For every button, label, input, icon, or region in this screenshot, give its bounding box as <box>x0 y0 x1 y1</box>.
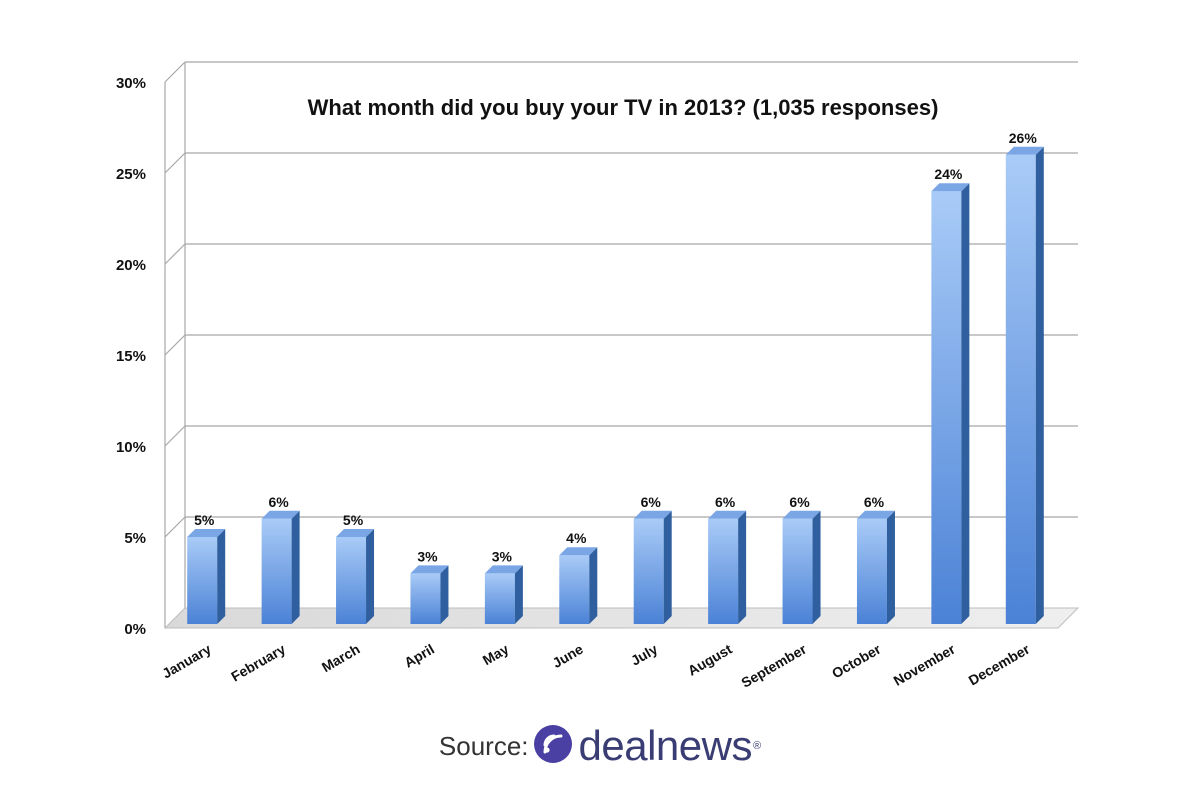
x-tick-label: March <box>319 641 363 675</box>
bar <box>484 573 515 624</box>
bar-top <box>336 529 375 537</box>
bar-top <box>261 510 300 519</box>
x-tick-label: September <box>738 640 809 690</box>
bar-top <box>1005 146 1044 155</box>
brand-name: dealnews <box>578 722 753 769</box>
bar-top <box>856 510 895 519</box>
bar-side <box>961 183 970 624</box>
y-tick-label: 0% <box>124 621 146 638</box>
data-label: 3% <box>417 548 438 564</box>
x-axis: January February March April May June July Augu… <box>159 640 1033 690</box>
y-axis: 0% 5% 10% 15% 20% 25% 30% <box>116 75 146 638</box>
gridlines <box>163 61 1080 629</box>
bar-top <box>633 510 672 519</box>
data-label: 4% <box>566 530 587 546</box>
bar-top <box>559 547 598 556</box>
bar-top <box>708 510 747 519</box>
bar <box>708 518 739 624</box>
data-label: 6% <box>641 494 662 510</box>
bar-side <box>812 510 821 624</box>
bar-top <box>187 529 226 537</box>
data-label: 6% <box>864 494 885 510</box>
gridline-side <box>164 516 186 538</box>
bar <box>633 518 664 624</box>
data-label: 5% <box>194 512 215 528</box>
source-label: Source: <box>438 730 529 761</box>
bars: 5% 6% 5% 3% 3% 4% 6% 6% 6% 6% 24% 26% <box>187 130 1044 625</box>
bar-side <box>514 565 523 624</box>
bar-side <box>217 529 226 624</box>
x-tick-label: December <box>966 640 1033 688</box>
y-tick-label: 30% <box>116 75 146 92</box>
bar-top <box>931 183 970 192</box>
x-tick-label: February <box>228 641 288 685</box>
x-tick-label: November <box>891 640 959 688</box>
chart-title: What month did you buy your TV in 2013? … <box>308 95 939 120</box>
bar <box>856 518 887 624</box>
bar <box>1005 154 1036 625</box>
bar-chart: 0% 5% 10% 15% 20% 25% 30% 5% 6% 5% 3% 3% 4% 6% 6% 6% 6%… <box>116 61 1080 691</box>
y-tick-label: 10% <box>116 439 146 456</box>
bar-top <box>410 565 449 574</box>
x-tick-label: July <box>628 641 660 669</box>
dealnews-signal-icon <box>533 724 573 769</box>
x-tick-label: August <box>685 641 735 679</box>
data-label: 24% <box>934 166 963 182</box>
bar-top <box>484 565 523 574</box>
bar-side <box>440 565 449 624</box>
gridline-side <box>164 152 186 174</box>
bar-side <box>738 510 747 624</box>
bar-top <box>782 510 821 519</box>
chart-floor <box>163 607 1080 629</box>
data-label: 6% <box>269 494 290 510</box>
registered-mark: ® <box>752 740 762 752</box>
source-credit: Source: dealnews ® <box>0 716 1200 776</box>
data-label: 5% <box>343 512 364 528</box>
bar <box>931 191 962 624</box>
bar-side <box>663 510 672 624</box>
x-tick-label: May <box>480 641 512 669</box>
y-tick-label: 25% <box>116 166 146 183</box>
data-label: 3% <box>492 548 513 564</box>
x-tick-label: January <box>159 641 214 682</box>
bar-side <box>589 547 598 624</box>
x-tick-label: June <box>549 641 585 671</box>
bar <box>261 518 292 624</box>
y-tick-label: 15% <box>116 348 146 365</box>
bar-side <box>291 510 300 624</box>
x-tick-label: October <box>829 640 884 681</box>
gridline-side <box>164 243 186 265</box>
gridline-side <box>164 334 186 356</box>
gridline-side <box>164 425 186 447</box>
data-label: 6% <box>715 494 736 510</box>
bar <box>336 537 367 624</box>
bar <box>559 555 590 624</box>
y-tick-label: 5% <box>124 530 146 547</box>
data-label: 6% <box>789 494 810 510</box>
bar-side <box>366 529 375 624</box>
bar <box>410 573 441 624</box>
x-tick-label: April <box>401 641 437 671</box>
bar <box>187 537 218 624</box>
bar-side <box>1035 146 1044 625</box>
data-label: 26% <box>1009 130 1038 146</box>
bar <box>782 518 813 624</box>
bar-side <box>886 510 895 624</box>
y-tick-label: 20% <box>116 257 146 274</box>
gridline-side <box>164 61 186 83</box>
